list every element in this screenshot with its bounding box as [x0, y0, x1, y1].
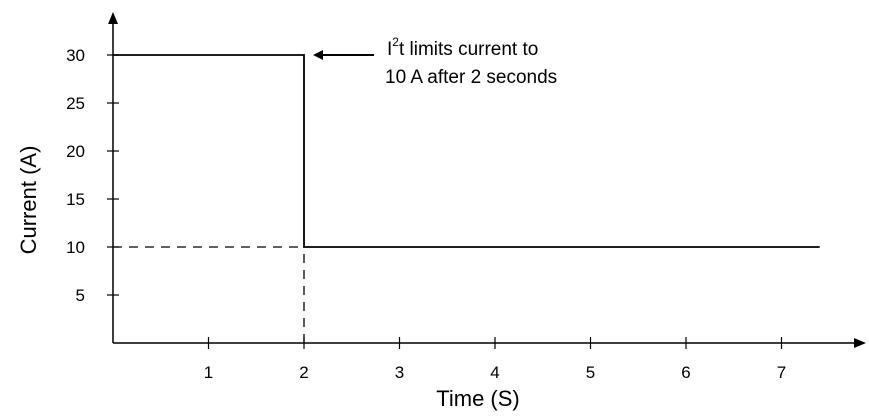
x-tick-label: 7	[777, 363, 786, 382]
x-tick-label: 1	[204, 363, 213, 382]
y-axis-ticks: 5 10 15 20 25 30	[66, 46, 119, 305]
series-group	[113, 54, 820, 248]
annotation-text: t limits current to	[399, 39, 538, 60]
y-tick-label: 5	[76, 286, 85, 305]
annotation-superscript: 2	[392, 35, 399, 49]
y-tick-label: 10	[66, 238, 85, 257]
x-tick-label: 5	[586, 363, 595, 382]
y-tick-label: 25	[66, 94, 85, 113]
y-tick-label: 20	[66, 142, 85, 161]
annotation-symbol: I	[387, 39, 392, 60]
x-tick-label: 6	[681, 363, 690, 382]
axes	[108, 12, 866, 348]
y-tick-label: 30	[66, 46, 85, 65]
y-axis-title: Current (A)	[16, 146, 41, 255]
x-tick-label: 2	[299, 363, 308, 382]
series-line	[113, 54, 820, 248]
y-tick-label: 15	[66, 190, 85, 209]
x-axis-arrowhead	[854, 338, 866, 348]
annotation-line-1: I2t limits current to	[387, 35, 538, 60]
x-axis-title: Time (S)	[436, 386, 520, 411]
reference-lines	[113, 246, 305, 343]
x-tick-label: 3	[395, 363, 404, 382]
annotation-line-2: 10 A after 2 seconds	[385, 67, 557, 88]
x-tick-label: 4	[490, 363, 499, 382]
annotation: I2t limits current to 10 A after 2 secon…	[313, 35, 557, 88]
y-axis-arrowhead	[108, 12, 118, 24]
x-axis-ticks: 1 2 3 4 5 6 7	[204, 337, 786, 382]
